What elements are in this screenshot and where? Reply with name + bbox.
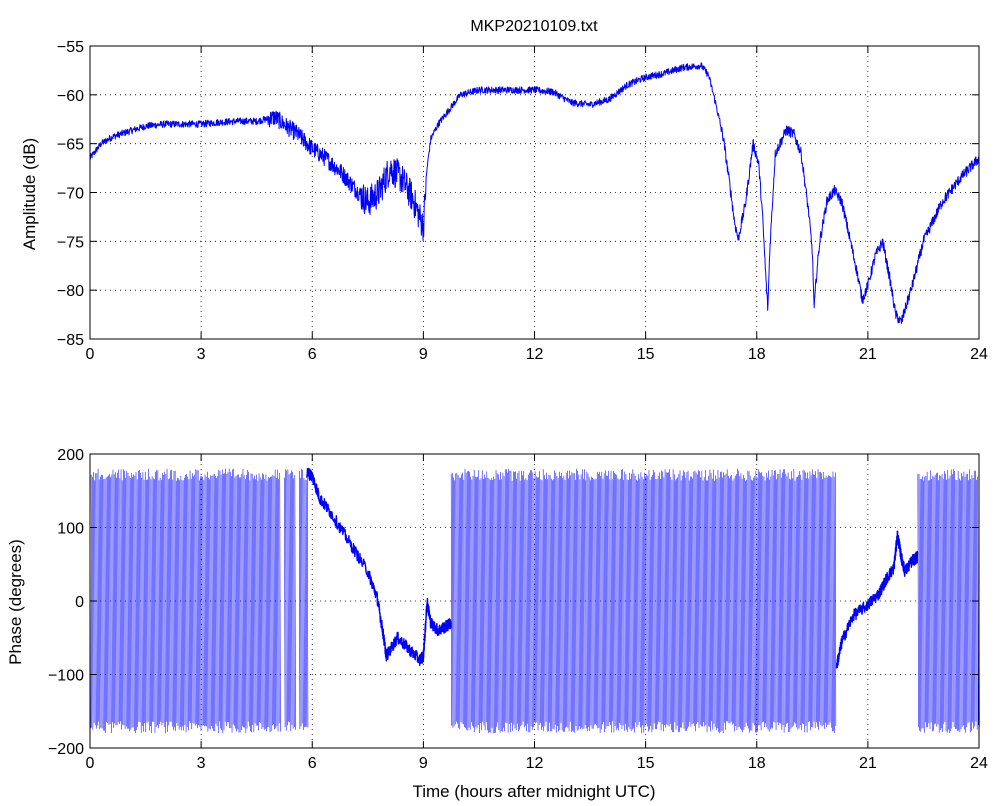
- amplitude-plot: 0 3 6 9 12 15 18 21 24 −85 −80 −75 −70 −65 −60 −55 Ampl…: [20, 39, 988, 363]
- phase-wrapped-band: [450, 468, 837, 734]
- x-tick-label: 24: [970, 755, 988, 772]
- amplitude-ylabel: Amplitude (dB): [20, 138, 39, 250]
- y-tick-label: 0: [75, 594, 84, 611]
- x-tick-label: 9: [419, 346, 428, 363]
- y-tick-label: −55: [57, 39, 84, 56]
- x-tick-label: 6: [308, 346, 317, 363]
- phase-line: [835, 530, 919, 669]
- phase-plot: 0 3 6 9 12 15 18 21 24 −200 −100 0 100 200 Phase (deg…: [6, 447, 988, 801]
- phase-wrapped-band: [284, 469, 296, 732]
- y-tick-label: −70: [57, 186, 84, 203]
- phase-series: [306, 467, 919, 669]
- x-tick-label: 15: [637, 346, 655, 363]
- phase-wrapped-band: [299, 468, 309, 731]
- x-tick-label: 0: [86, 755, 95, 772]
- x-tick-label: 3: [197, 346, 206, 363]
- y-tick-label: −100: [48, 668, 84, 685]
- y-tick-label: 200: [57, 447, 84, 464]
- x-tick-label: 3: [197, 755, 206, 772]
- x-tick-label: 12: [526, 346, 544, 363]
- x-tick-label: 0: [86, 346, 95, 363]
- x-tick-label: 9: [419, 755, 428, 772]
- y-tick-label: −200: [48, 741, 84, 758]
- y-tick-label: −85: [57, 332, 84, 349]
- x-tick-label: 21: [859, 346, 877, 363]
- x-tick-label: 15: [637, 755, 655, 772]
- amplitude-line: [89, 62, 980, 324]
- x-tick-label: 12: [526, 755, 544, 772]
- phase-wrapped-band: [917, 469, 980, 734]
- phase-ylabel: Phase (degrees): [6, 539, 25, 665]
- y-tick-label: −65: [57, 137, 84, 154]
- figure-title: MKP20210109.txt: [470, 18, 598, 35]
- amplitude-grid: [90, 46, 979, 339]
- x-tick-label: 21: [859, 755, 877, 772]
- y-tick-label: −80: [57, 283, 84, 300]
- x-tick-label: 24: [970, 346, 988, 363]
- y-tick-label: −60: [57, 88, 84, 105]
- x-tick-label: 6: [308, 755, 317, 772]
- phase-xlabel: Time (hours after midnight UTC): [412, 782, 655, 801]
- x-tick-label: 18: [748, 346, 766, 363]
- phase-line: [306, 467, 452, 667]
- phase-wrapped-region: [89, 468, 980, 734]
- y-tick-label: −75: [57, 234, 84, 251]
- amplitude-ticks: 0 3 6 9 12 15 18 21 24 −85 −80 −75 −70 −65 −60 −55: [57, 39, 988, 363]
- y-tick-label: 100: [57, 521, 84, 538]
- x-tick-label: 18: [748, 755, 766, 772]
- phase-ticks: 0 3 6 9 12 15 18 21 24 −200 −100 0 100 200: [48, 447, 988, 772]
- amplitude-series: [89, 62, 980, 324]
